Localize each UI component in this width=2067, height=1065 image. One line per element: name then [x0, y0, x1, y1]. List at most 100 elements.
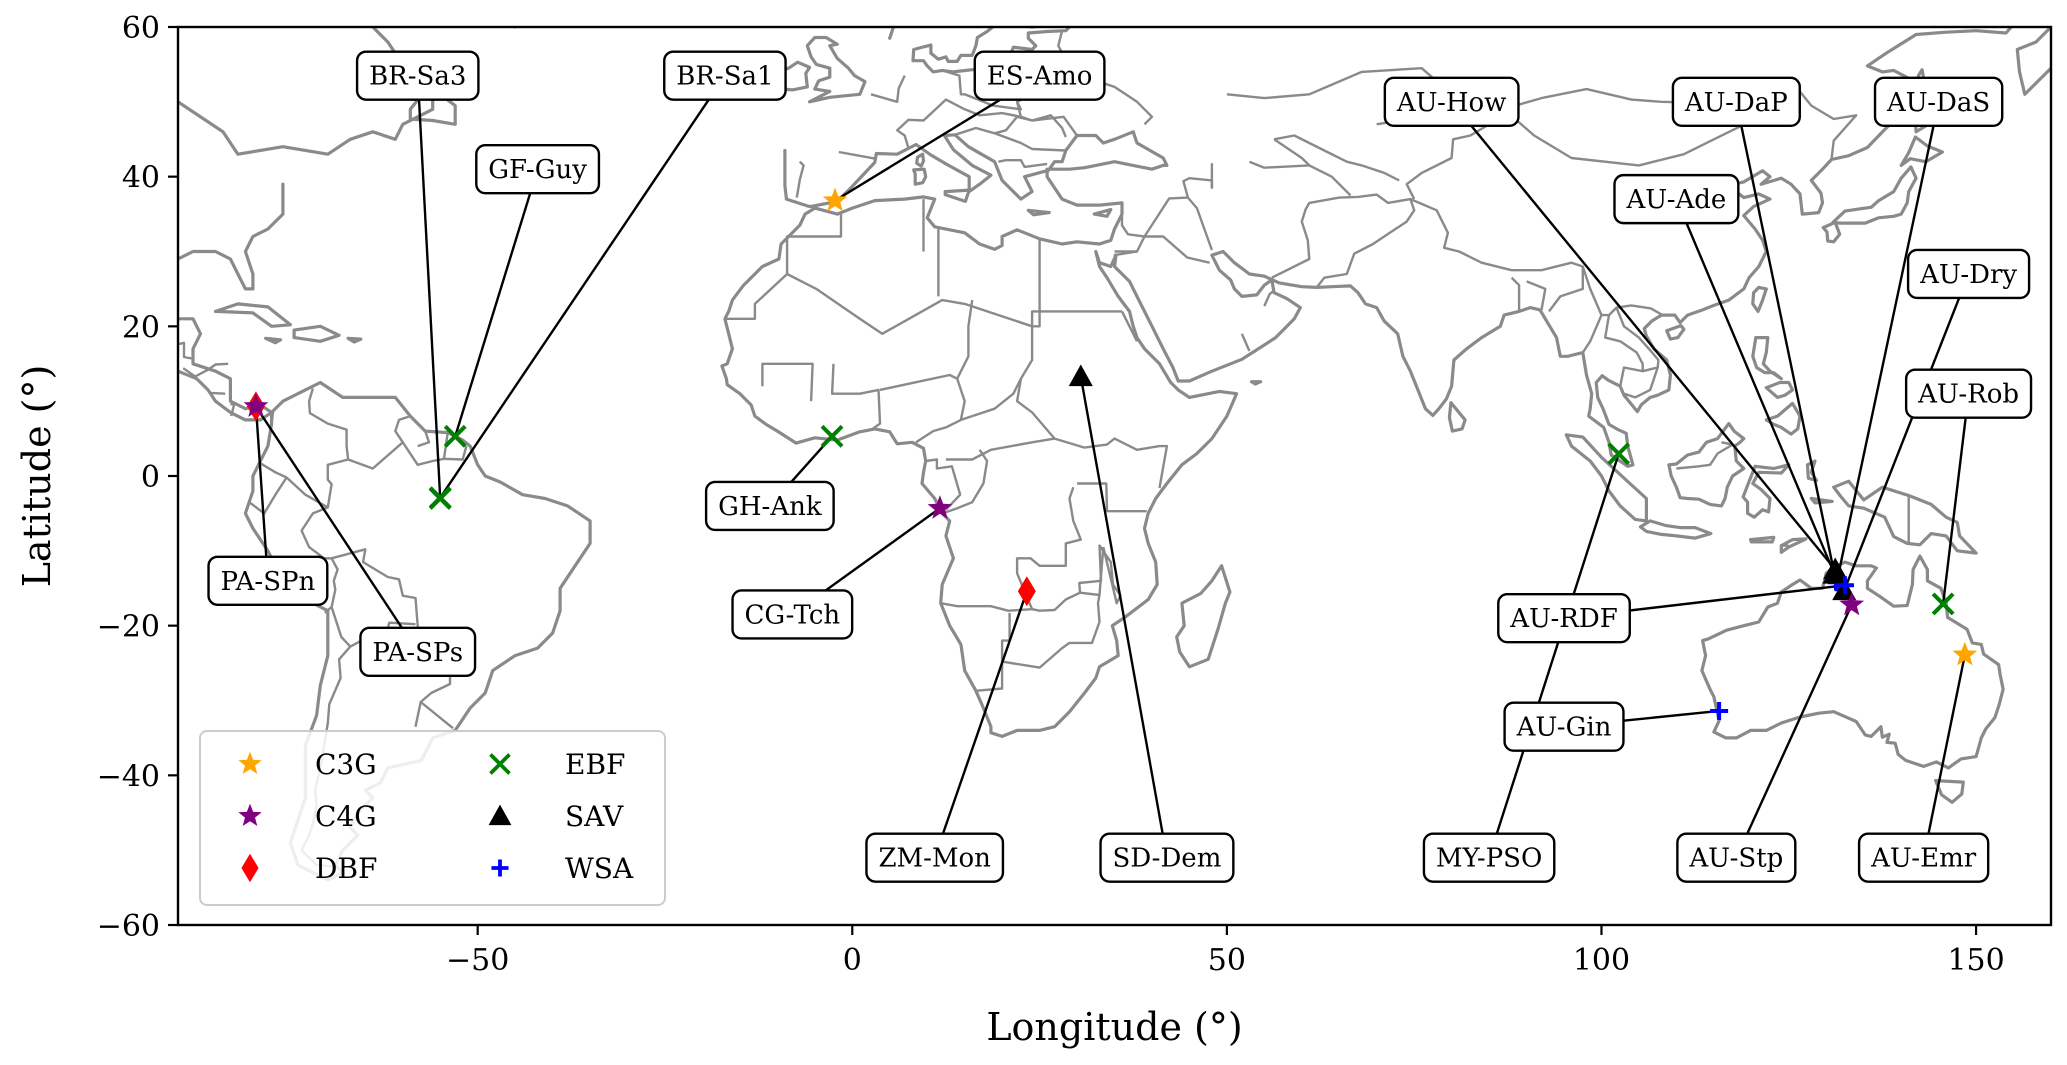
y-tick-label: 40	[122, 161, 160, 196]
site-label-sd-dem: SD-Dem	[1099, 832, 1235, 883]
site-label-text: PA-SPn	[221, 567, 316, 597]
marker-es-amo	[822, 187, 848, 212]
border-line	[0, 233, 124, 282]
border-line	[347, 414, 411, 470]
legend-label-sav: SAV	[565, 800, 624, 833]
site-markers	[243, 187, 1978, 720]
legend-marker-sav	[488, 804, 512, 826]
border-line	[1615, 307, 1660, 368]
leader-line-gf-guy	[454, 168, 539, 437]
border-line	[1263, 289, 1275, 307]
site-label-text: AU-RDF	[1509, 604, 1617, 634]
border-line	[925, 458, 962, 511]
legend-label-c3g: C3G	[315, 748, 377, 781]
x-tick-label: 50	[1208, 943, 1246, 978]
border-line	[998, 159, 1048, 169]
border-line	[785, 214, 843, 274]
marker-sd-dem	[1068, 364, 1093, 387]
site-label-text: AU-Emr	[1870, 844, 1977, 874]
site-label-pa-sps: PA-SPs	[359, 626, 477, 678]
site-label-box	[1906, 248, 2031, 300]
border-line	[1113, 250, 1138, 257]
coast-sulawesi	[1741, 463, 1791, 519]
border-line	[940, 486, 1082, 612]
border-line	[941, 449, 989, 515]
site-label-box	[973, 50, 1106, 101]
site-label-box	[663, 50, 787, 101]
border-line	[838, 150, 876, 160]
coast-java	[1638, 519, 1713, 540]
site-label-box	[1676, 832, 1797, 883]
marker-my-pso	[1607, 442, 1631, 466]
site-label-gf-guy: GF-Guy	[475, 143, 601, 195]
site-label-text: GF-Guy	[488, 155, 587, 185]
coast-baffin	[253, 0, 365, 12]
legend-marker-c3g	[238, 751, 262, 774]
site-label-text: AU-DaS	[1886, 88, 1990, 118]
site-label-box	[1099, 832, 1235, 883]
site-label-text: AU-DaP	[1684, 88, 1788, 118]
border-line	[879, 373, 966, 444]
border-line	[1144, 235, 1210, 264]
border-line	[1581, 266, 1662, 317]
coast-australia	[1700, 554, 2005, 770]
legend: C3G C4G DBF EBF SAV WSA	[199, 730, 666, 906]
leader-line-br-sa1	[439, 74, 726, 499]
site-label-au-emr: AU-Emr	[1857, 832, 1990, 883]
site-label-box	[1503, 701, 1625, 752]
border-line	[178, 341, 192, 360]
legend-label-c4g: C4G	[315, 800, 377, 833]
site-label-text: ES-Amo	[987, 62, 1093, 92]
y-tick-label: −60	[97, 909, 160, 944]
border-line	[1114, 196, 1214, 253]
site-label-text: SD-Dem	[1113, 844, 1222, 874]
coast-cyprus	[1092, 208, 1113, 218]
coast-tasmania	[1934, 779, 1965, 804]
site-label-br-sa1: BR-Sa1	[663, 50, 787, 101]
site-label-box	[704, 480, 835, 532]
border-line	[1015, 238, 1169, 489]
legend-marker-wsa	[491, 859, 509, 877]
site-label-au-stp: AU-Stp	[1676, 832, 1797, 883]
border-line	[945, 437, 1055, 461]
border-line	[1120, 214, 1145, 238]
marker-au-stp	[1839, 591, 1865, 616]
site-label-text: GH-Ank	[718, 492, 822, 522]
site-label-box	[1904, 368, 2033, 419]
y-tick-label: 20	[122, 310, 160, 345]
coast-timor	[1779, 537, 1808, 554]
coast-hainan	[1665, 324, 1686, 341]
leader-line-au-dap	[1735, 101, 1838, 582]
coast-new-guinea	[1832, 479, 1978, 555]
border-line	[1271, 193, 1416, 289]
coast-hokkaido	[1899, 135, 1944, 167]
border-line	[975, 591, 1101, 692]
x-tick-label: 100	[1573, 943, 1630, 978]
leader-line-pa-spn	[254, 406, 270, 581]
marker-gh-ank	[820, 424, 844, 448]
coast-iceland	[673, 0, 748, 2]
site-label-es-amo: ES-Amo	[973, 50, 1106, 101]
site-label-box	[355, 50, 480, 101]
legend-marker-c4g	[238, 803, 262, 826]
leader-line-br-sa3	[416, 75, 442, 499]
border-line	[724, 272, 1122, 335]
site-label-box	[1497, 592, 1631, 644]
marker-au-rdf	[1835, 576, 1854, 595]
marker-br-sa1	[428, 486, 452, 510]
y-tick-label: −20	[97, 610, 160, 645]
coast-flores	[1749, 535, 1776, 544]
border-line	[1273, 134, 1400, 182]
coast-japan-honshu	[1831, 165, 1918, 225]
x-tick-label: 0	[843, 943, 862, 978]
y-tick-label: −40	[97, 759, 160, 794]
coast-scandinavia	[888, 27, 896, 40]
leader-line-au-ade	[1675, 198, 1836, 575]
border-line	[182, 362, 229, 378]
leader-line-au-how	[1450, 101, 1837, 571]
border-line	[1676, 441, 1734, 470]
border-line	[870, 75, 906, 103]
coast-europe-africa-asia	[720, 27, 2014, 738]
coast-puerto-rico	[346, 336, 363, 344]
leader-line-au-dry	[1843, 273, 1970, 591]
